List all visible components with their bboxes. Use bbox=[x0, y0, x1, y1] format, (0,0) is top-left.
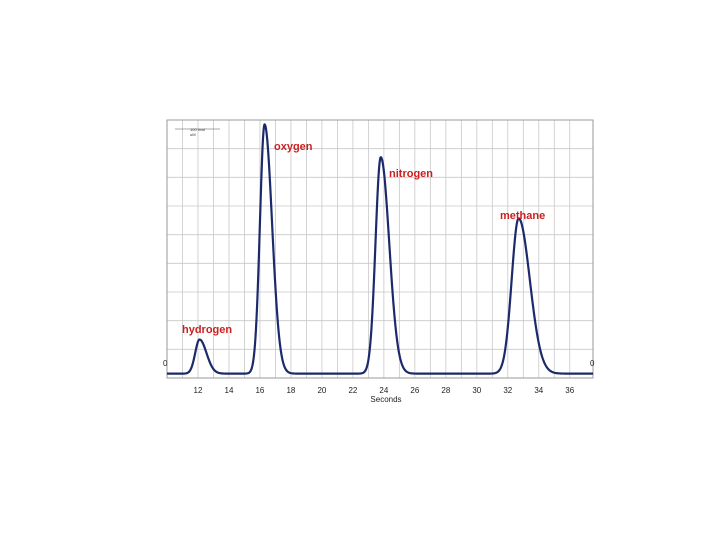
x-tick-label: 30 bbox=[472, 386, 481, 395]
plot-frame bbox=[166, 119, 594, 379]
peak-label-nitrogen: nitrogen bbox=[389, 168, 433, 180]
x-tick-label: 24 bbox=[379, 386, 388, 395]
x-tick-label: 14 bbox=[225, 386, 234, 395]
legend: 100 hvol uM bbox=[175, 127, 220, 137]
x-axis-label: Seconds bbox=[370, 395, 401, 404]
x-tick-label: 34 bbox=[534, 386, 543, 395]
series-line bbox=[166, 123, 594, 375]
x-tick-label: 36 bbox=[565, 386, 574, 395]
peak-label-oxygen: oxygen bbox=[274, 141, 313, 153]
x-tick-label: 32 bbox=[503, 386, 512, 395]
x-tick-label: 26 bbox=[410, 386, 419, 395]
x-tick-label: 20 bbox=[317, 386, 326, 395]
x-tick-label: 28 bbox=[441, 386, 450, 395]
peak-label-hydrogen: hydrogen bbox=[182, 324, 232, 336]
y-tick-left: 0 bbox=[163, 359, 168, 368]
y-tick-right: 0 bbox=[590, 359, 595, 368]
x-tick-label: 18 bbox=[286, 386, 295, 395]
peak-label-methane: methane bbox=[500, 210, 545, 222]
x-tick-labels: 12 14 16 18 20 22 24 26 28 30 32 34 36 bbox=[194, 386, 575, 395]
x-tick-label: 22 bbox=[348, 386, 357, 395]
grid-lines bbox=[167, 120, 593, 378]
legend-line-1: 100 hvol bbox=[190, 127, 205, 132]
legend-line-2: uM bbox=[190, 132, 196, 137]
x-tick-label: 12 bbox=[194, 386, 203, 395]
x-tick-label: 16 bbox=[255, 386, 264, 395]
